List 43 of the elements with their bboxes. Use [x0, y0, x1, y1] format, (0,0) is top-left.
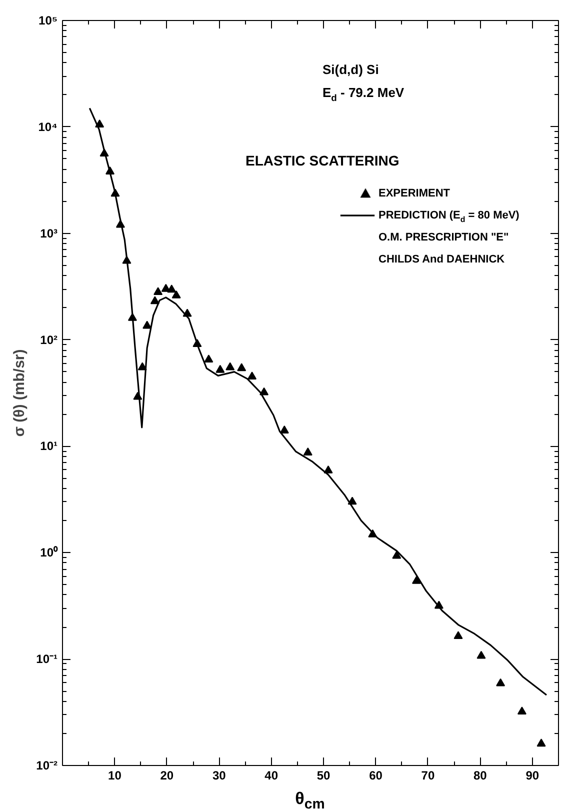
point	[392, 550, 402, 559]
point	[536, 738, 546, 747]
x-tick-label: 20	[160, 768, 174, 782]
point	[260, 387, 269, 396]
legend-label: EXPERIMENT	[378, 188, 450, 200]
point	[476, 650, 486, 659]
point	[324, 465, 333, 474]
line-series	[88, 107, 548, 696]
point	[454, 631, 463, 640]
y-tick-label: 10⁵	[38, 14, 58, 28]
point	[496, 678, 506, 686]
x-tick-label: 50	[316, 768, 331, 782]
y-tick-label: 10³	[40, 226, 58, 240]
point	[167, 284, 176, 293]
point	[248, 372, 257, 380]
y-tick-label: 10¹	[40, 439, 58, 454]
y-tick-label: 10⁴	[38, 120, 58, 134]
y-tick-label: 10⁻²	[36, 758, 58, 772]
point	[517, 706, 526, 715]
point	[216, 364, 225, 373]
x-tick-label: 30	[212, 768, 226, 782]
x-tick-label: 80	[474, 768, 488, 782]
x-tick-label: 90	[526, 768, 540, 782]
x-tick-label: 10	[108, 768, 122, 782]
y-tick-label: 10⁻¹	[36, 652, 58, 666]
point	[412, 576, 421, 584]
x-tick-label: 60	[369, 768, 383, 782]
x-tick-label: 40	[264, 768, 278, 782]
point	[303, 448, 312, 456]
point	[172, 290, 181, 298]
point	[280, 426, 289, 434]
y-tick-label: 10²	[40, 332, 58, 347]
point	[204, 354, 214, 363]
annotation: ELASTIC SCATTERING	[246, 152, 400, 168]
x-axis-title: θ$_{cm}$	[294, 789, 326, 812]
annotation: Si(d,d) Si	[322, 62, 379, 77]
y-tick-label: 10⁰	[40, 546, 58, 560]
point	[226, 362, 235, 370]
point	[150, 296, 160, 304]
x-tick-label: 70	[421, 768, 435, 782]
point	[154, 287, 163, 296]
y-axis-title: σ (θ) (mb/sr)	[11, 349, 28, 437]
point	[237, 363, 246, 372]
